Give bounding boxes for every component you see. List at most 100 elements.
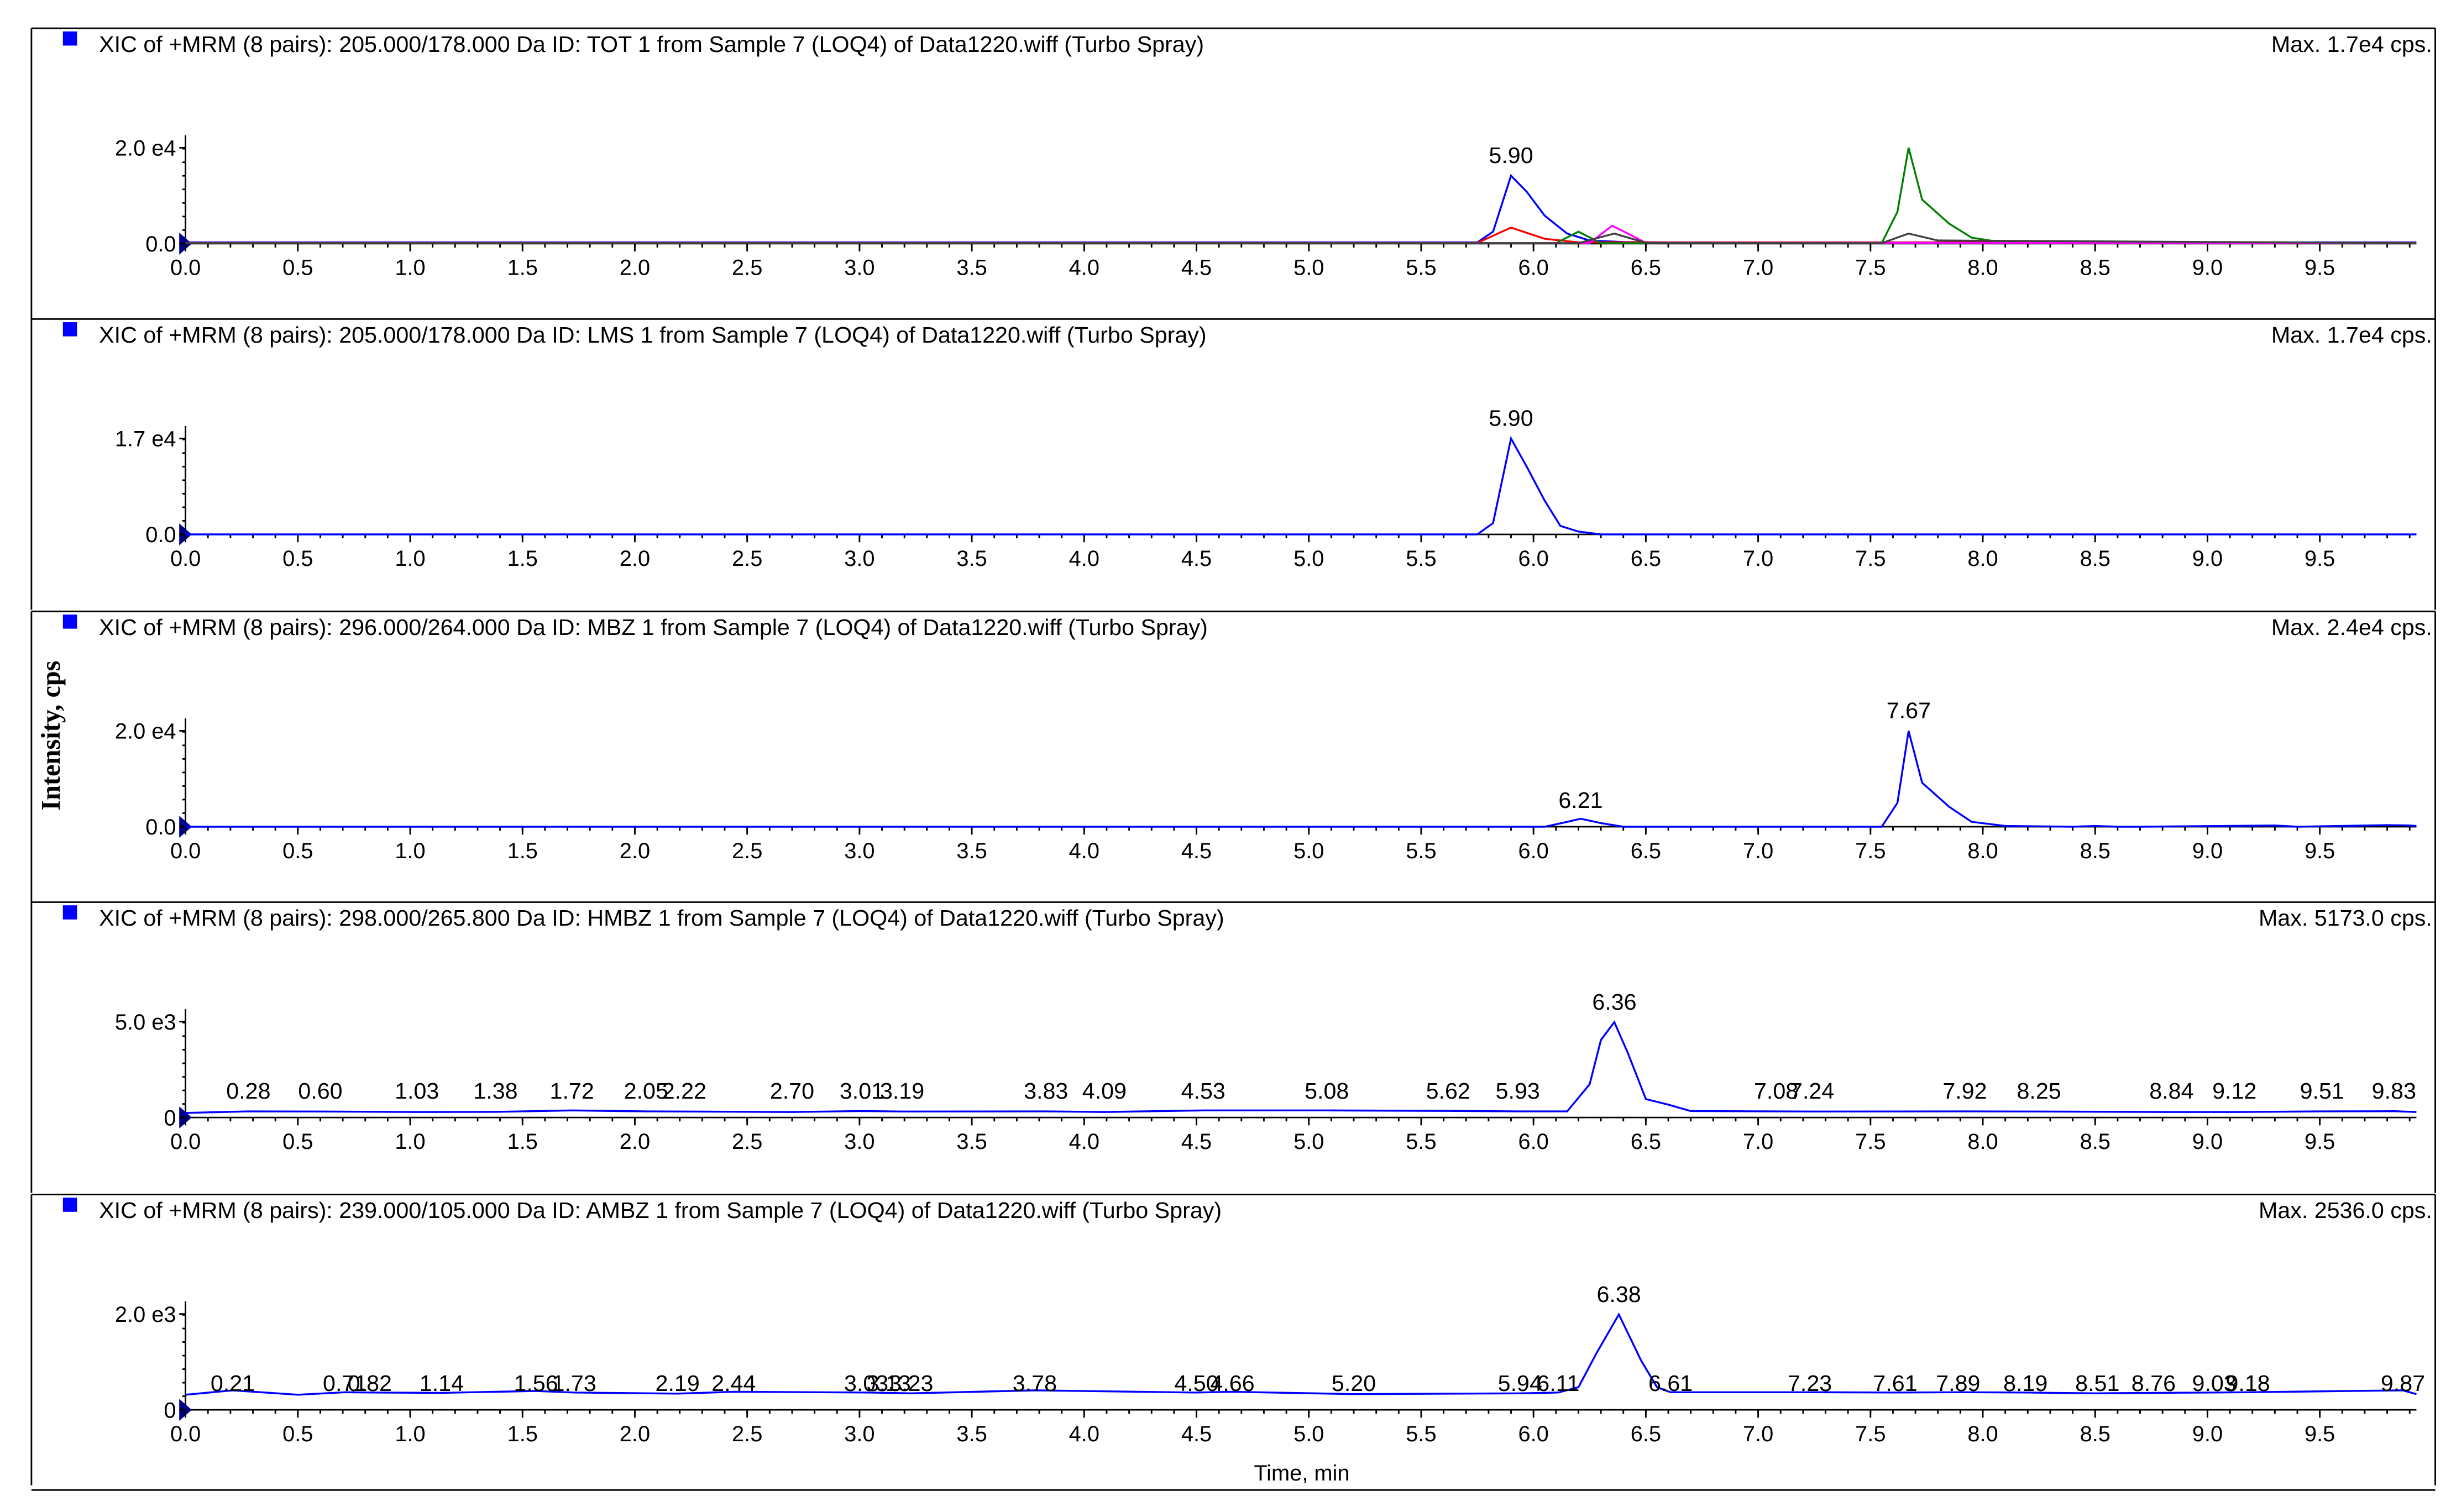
chromatogram-panel-1: XIC of +MRM (8 pairs): 205.000/178.000 D… xyxy=(30,27,2436,319)
peak-label: 9.03 xyxy=(2192,1371,2237,1396)
x-tick-label: 1.5 xyxy=(507,1130,538,1154)
x-tick-label: 2.0 xyxy=(620,547,650,571)
y-tick-label: 0.0 xyxy=(145,523,176,547)
x-tick-label: 8.0 xyxy=(1967,1422,1998,1446)
x-tick-label: 1.0 xyxy=(395,1130,425,1154)
peak-label: 6.11 xyxy=(1537,1371,1579,1396)
peak-label: 5.94 xyxy=(1498,1371,1542,1396)
panel-max-label: Max. 2.4e4 cps. xyxy=(2271,615,2432,640)
series-line-blue xyxy=(185,174,2417,244)
peak-label: 9.51 xyxy=(2300,1078,2344,1104)
x-tick-label: 5.0 xyxy=(1293,839,1324,863)
peak-label: 9.12 xyxy=(2212,1078,2256,1104)
x-tick-label: 9.5 xyxy=(2305,1130,2335,1154)
x-tick-label: 0.5 xyxy=(282,839,313,863)
panel-max-label: Max. 1.7e4 cps. xyxy=(2271,32,2432,57)
peak-label: 2.22 xyxy=(662,1078,706,1104)
peak-label: 4.50 xyxy=(1174,1371,1218,1396)
x-tick-label: 6.5 xyxy=(1631,256,1661,280)
x-tick-label: 3.5 xyxy=(956,1130,987,1154)
series-line-blue xyxy=(185,435,2417,536)
x-tick-label: 3.5 xyxy=(956,256,987,280)
x-tick-label: 2.5 xyxy=(732,839,762,863)
x-tick-label: 8.0 xyxy=(1967,256,1998,280)
y-tick-label: 0.0 xyxy=(145,232,176,256)
y-tick-label: 0.0 xyxy=(145,815,176,839)
series-marker-icon xyxy=(62,905,77,920)
chromatogram-panel-4: XIC of +MRM (8 pairs): 298.000/265.800 D… xyxy=(30,901,2436,1193)
peak-label: 1.72 xyxy=(550,1078,594,1104)
x-tick-label: 5.0 xyxy=(1293,256,1324,280)
peak-label: 7.23 xyxy=(1788,1371,1832,1396)
x-tick-label: 1.0 xyxy=(395,256,425,280)
x-tick-label: 3.5 xyxy=(956,839,987,863)
x-tick-label: 4.0 xyxy=(1069,839,1099,863)
x-tick-label: 5.5 xyxy=(1406,839,1436,863)
y-tick-label: 0 xyxy=(164,1106,176,1130)
peak-label: 3.19 xyxy=(880,1078,924,1104)
x-tick-label: 9.0 xyxy=(2192,1130,2223,1154)
x-tick-label: 9.0 xyxy=(2192,1422,2223,1446)
peak-label: 4.53 xyxy=(1181,1078,1226,1104)
peak-label: 0.21 xyxy=(211,1371,255,1396)
peak-label: 7.61 xyxy=(1873,1371,1917,1396)
peak-label: 1.38 xyxy=(473,1078,517,1104)
panel-stack: XIC of +MRM (8 pairs): 205.000/178.000 D… xyxy=(30,27,2436,1491)
peak-label: 9.87 xyxy=(2381,1371,2425,1396)
x-tick-label: 9.5 xyxy=(2305,839,2335,863)
x-tick-label: 8.5 xyxy=(2080,547,2110,571)
x-tick-label: 9.5 xyxy=(2305,256,2335,280)
x-tick-label: 4.0 xyxy=(1069,1130,1099,1154)
x-tick-label: 5.5 xyxy=(1406,1130,1436,1154)
x-tick-label: 7.5 xyxy=(1855,839,1886,863)
x-tick-label: 8.5 xyxy=(2080,839,2110,863)
peak-label: 6.38 xyxy=(1596,1282,1641,1307)
series-marker-icon xyxy=(62,1198,77,1212)
x-tick-label: 7.5 xyxy=(1855,256,1886,280)
peak-label: 0.71 xyxy=(323,1371,367,1396)
x-tick-label: 7.0 xyxy=(1743,256,1773,280)
x-tick-label: 0.5 xyxy=(282,1130,313,1154)
y-tick-label: 5.0 e3 xyxy=(115,1010,176,1035)
x-tick-label: 5.0 xyxy=(1293,1130,1324,1154)
panel-header-title: XIC of +MRM (8 pairs): 298.000/265.800 D… xyxy=(99,905,1224,931)
x-tick-label: 1.0 xyxy=(395,1422,425,1446)
x-tick-label: 4.5 xyxy=(1181,256,1212,280)
x-tick-label: 5.0 xyxy=(1293,1422,1324,1446)
peak-label: 7.24 xyxy=(1790,1078,1834,1104)
panel-header-title: XIC of +MRM (8 pairs): 239.000/105.000 D… xyxy=(99,1198,1222,1223)
chromatogram-panel-2: XIC of +MRM (8 pairs): 205.000/178.000 D… xyxy=(30,318,2436,610)
peak-label: 0.82 xyxy=(348,1371,392,1396)
x-tick-label: 7.5 xyxy=(1855,547,1886,571)
x-tick-label: 0.5 xyxy=(282,547,313,571)
peak-label: 3.03 xyxy=(844,1371,888,1396)
x-tick-label: 4.0 xyxy=(1069,256,1099,280)
x-tick-label: 7.5 xyxy=(1855,1422,1886,1446)
peak-label: 7.08 xyxy=(1754,1078,1798,1104)
x-tick-label: 4.0 xyxy=(1069,547,1099,571)
x-tick-label: 4.5 xyxy=(1181,547,1212,571)
x-tick-label: 9.5 xyxy=(2305,1422,2335,1446)
x-tick-label: 6.5 xyxy=(1631,839,1661,863)
peak-label: 2.19 xyxy=(656,1371,700,1396)
x-tick-label: 8.0 xyxy=(1967,547,1998,571)
x-tick-label: 3.5 xyxy=(956,547,987,571)
x-tick-label: 3.0 xyxy=(844,547,874,571)
peak-label: 8.84 xyxy=(2149,1078,2193,1104)
x-tick-label: 7.0 xyxy=(1743,839,1773,863)
peak-label: 0.28 xyxy=(226,1078,270,1104)
x-tick-label: 0.0 xyxy=(170,1422,201,1446)
peak-label: 6.21 xyxy=(1558,788,1602,813)
x-tick-label: 6.5 xyxy=(1631,547,1661,571)
x-axis-title: Time, min xyxy=(1254,1461,1349,1485)
panel-max-label: Max. 5173.0 cps. xyxy=(2259,905,2432,931)
peak-label: 1.73 xyxy=(552,1371,596,1396)
x-tick-label: 0.0 xyxy=(170,1130,201,1154)
x-tick-label: 2.0 xyxy=(620,1422,650,1446)
x-tick-label: 6.5 xyxy=(1631,1130,1661,1154)
x-tick-label: 4.5 xyxy=(1181,1422,1212,1446)
peak-label: 5.93 xyxy=(1496,1078,1540,1104)
peak-label: 7.92 xyxy=(1942,1078,1987,1104)
peak-label: 2.70 xyxy=(770,1078,814,1104)
x-tick-label: 1.0 xyxy=(395,547,425,571)
